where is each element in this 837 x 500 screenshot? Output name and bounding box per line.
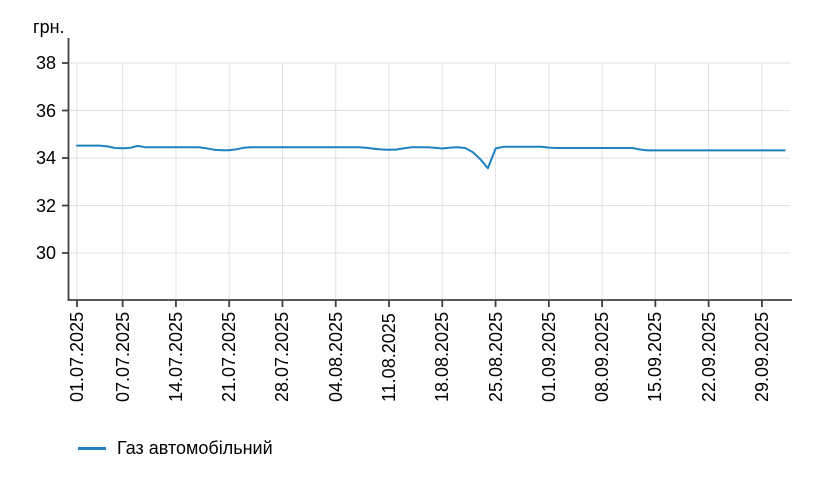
x-tick-label: 21.07.2025 <box>219 311 240 402</box>
x-tick-label: 22.09.2025 <box>698 311 719 402</box>
x-tick-label: 28.07.2025 <box>272 311 293 402</box>
y-tick-label: 36 <box>35 100 56 121</box>
x-tick-label: 07.07.2025 <box>112 311 133 402</box>
y-tick-label: 32 <box>35 195 56 216</box>
x-tick-label: 11.08.2025 <box>379 313 399 402</box>
x-tick-label: 01.07.2025 <box>67 311 87 402</box>
x-tick-label: 01.09.2025 <box>538 311 559 402</box>
legend-line-swatch-icon <box>78 446 106 450</box>
x-tick-label: 08.09.2025 <box>592 311 613 402</box>
y-axis-unit-label: грн. <box>33 17 65 37</box>
y-tick-label: 34 <box>35 148 56 168</box>
gridlines <box>68 62 790 300</box>
x-tick-label: 14.07.2025 <box>165 311 186 402</box>
legend[interactable]: Газ автомобільний <box>78 437 273 459</box>
x-tick-label: 29.09.2025 <box>751 311 772 402</box>
x-tick-label: 15.09.2025 <box>645 311 666 402</box>
x-tick-label: 25.08.2025 <box>485 311 506 402</box>
x-tick-label: 18.08.2025 <box>432 311 453 402</box>
y-tick-label: 30 <box>35 243 56 263</box>
y-tick-label: 38 <box>35 53 56 73</box>
legend-series-label: Газ автомобільний <box>117 438 273 458</box>
x-tick-label: 04.08.2025 <box>325 311 346 402</box>
axes <box>62 38 792 307</box>
price-chart-plot <box>62 38 792 307</box>
price-line-series[interactable] <box>76 144 786 170</box>
